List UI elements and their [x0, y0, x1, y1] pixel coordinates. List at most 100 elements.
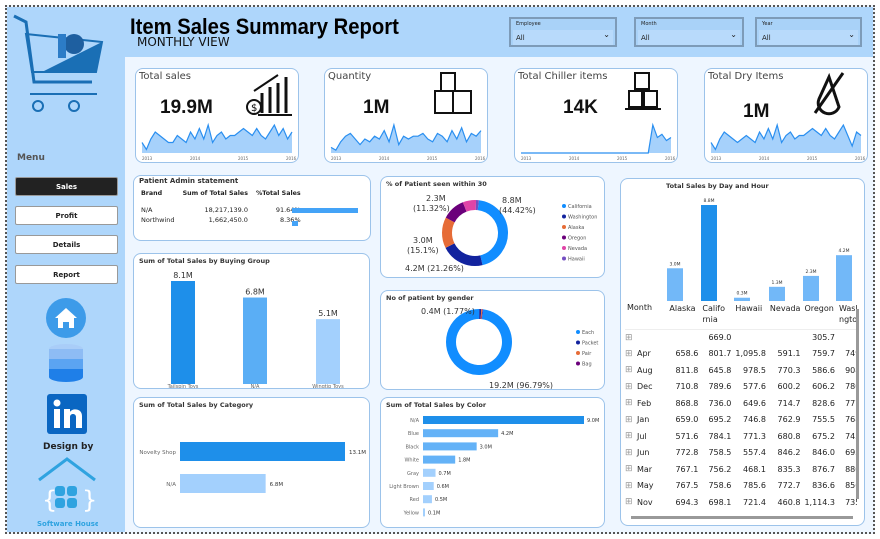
bar — [734, 297, 750, 301]
card-title: No of patient by gender — [386, 294, 474, 302]
axis-tick: 2016 — [855, 156, 866, 161]
sparkline-line — [330, 122, 482, 152]
value-cell: 828.6 — [812, 398, 835, 408]
expand-icon[interactable]: ⊞ — [625, 398, 633, 409]
patient-admin-card: Patient Admin statement Brand Sum of Tota… — [133, 175, 371, 241]
menu-details-button[interactable]: Details — [15, 235, 118, 254]
chevron-down-icon[interactable]: ⌄ — [730, 30, 737, 39]
expand-icon[interactable]: ⊞ — [625, 365, 633, 376]
data-label: 2.3M — [426, 194, 446, 203]
state-column-header: Washi ngton — [839, 304, 857, 324]
menu-profit-button[interactable]: Profit — [15, 206, 118, 225]
category-label: Light Brown — [389, 484, 419, 490]
sparkline-chart: 2013 2014 2015 2016 — [521, 122, 676, 161]
database-icon[interactable] — [48, 343, 84, 385]
bar — [423, 495, 432, 504]
value-cell: 785.6 — [743, 481, 766, 491]
horizontal-scrollbar[interactable] — [631, 516, 853, 519]
chevron-down-icon[interactable]: ⌄ — [603, 30, 610, 39]
expand-icon[interactable]: ⊞ — [625, 431, 633, 442]
value-cell: 693.1 — [845, 448, 857, 458]
value-cell: 1,095.8 — [735, 349, 766, 359]
employee-filter[interactable]: Employee All ⌄ — [509, 17, 617, 47]
bar — [180, 442, 345, 461]
category-label: N/A — [166, 482, 176, 488]
expand-icon[interactable]: ⊞ — [625, 381, 633, 392]
pct-cell: 91.64% — [275, 206, 301, 214]
expand-icon[interactable]: ⊞ — [625, 348, 633, 359]
filter-value[interactable]: All — [513, 30, 613, 45]
bar — [423, 508, 425, 517]
data-label: 9.0M — [587, 418, 599, 424]
linkedin-icon[interactable] — [47, 394, 87, 434]
axis-tick: 2014 — [379, 156, 390, 161]
kpi-card-3: Total Dry Items 1M 2013 2014 2015 2016 — [704, 68, 868, 163]
axis-tick: 2016 — [665, 156, 676, 161]
pct-data-bar — [292, 208, 358, 213]
bar — [423, 455, 456, 464]
axis-tick: 2015 — [807, 156, 818, 161]
donut-slice — [445, 202, 467, 223]
sparkline-chart: 2013 2014 2015 2016 — [330, 122, 486, 161]
data-label: 0.5M — [435, 497, 447, 503]
value-cell: 698.1 — [708, 497, 732, 507]
value-cell: 978.5 — [743, 365, 766, 375]
value-cell: 755.5 — [812, 415, 835, 425]
data-label: 4.2M — [838, 248, 849, 254]
expand-icon[interactable]: ⊞ — [625, 497, 633, 508]
expand-icon[interactable]: ⊞ — [625, 447, 633, 458]
value-cell: 305.7 — [812, 333, 835, 342]
state-column-header: Hawaii — [735, 304, 763, 313]
data-label: 0.3M — [736, 291, 747, 297]
menu-report-button[interactable]: Report — [15, 265, 118, 284]
filter-value[interactable]: All — [638, 30, 740, 45]
donut-slice — [446, 309, 512, 375]
kpi-title: Total sales — [139, 71, 192, 82]
year-filter[interactable]: Year All ⌄ — [755, 17, 862, 47]
table-row: ⊞ 669.0 305.7 — [625, 329, 857, 346]
table-row: ⊞ Aug 811.8 645.8 978.5 770.3 586.6 908.0 — [625, 362, 857, 379]
vertical-scrollbar[interactable] — [856, 309, 859, 499]
month-cell: Dec — [637, 382, 653, 392]
chevron-down-icon[interactable]: ⌄ — [848, 30, 855, 39]
data-label: 1.8M — [458, 458, 470, 464]
filter-label: Month — [641, 21, 657, 27]
expand-icon[interactable]: ⊞ — [625, 414, 633, 425]
expand-icon[interactable]: ⊞ — [625, 464, 633, 475]
value-cell: 780.1 — [845, 382, 857, 392]
value-cell: 758.6 — [708, 481, 732, 491]
month-header: Month — [627, 303, 653, 312]
filter-label: Employee — [516, 21, 541, 27]
legend-item: Hawaii — [568, 257, 585, 263]
software-house-logo-icon: {} Software House — [37, 457, 98, 528]
bar — [423, 442, 477, 451]
value-cell: 771.3 — [743, 431, 766, 441]
value-cell: 876.7 — [812, 464, 835, 474]
value-cell: 846.2 — [777, 448, 801, 458]
column-header: Sum of Total Sales — [182, 190, 248, 197]
home-icon[interactable] — [45, 297, 87, 339]
axis-tick: 2016 — [475, 156, 486, 161]
filter-value[interactable]: All — [759, 30, 858, 45]
matrix-table: Month Alaska Califo rnia Hawaii Nevada Oregon… — [625, 303, 857, 511]
buying-group-chart: 8.1M Tailspin Toys 6.8M N/A 5.1M Wingtip Toys — [167, 271, 345, 388]
donut-slice — [445, 243, 483, 266]
expand-icon[interactable]: ⊞ — [625, 332, 633, 343]
data-label: 8.8M — [502, 196, 522, 205]
value-cell — [667, 329, 700, 346]
category-label: Red — [410, 497, 420, 503]
axis-tick: 2014 — [569, 156, 580, 161]
expand-icon[interactable]: ⊞ — [625, 480, 633, 491]
legend-marker — [576, 361, 580, 366]
card-title: Sum of Total Sales by Category — [139, 401, 254, 409]
value-cell: 606.2 — [812, 382, 835, 392]
table-row: Northwind 1,662,450.0 8.36% — [137, 215, 305, 225]
value-cell: 649.6 — [743, 398, 766, 408]
legend-item: Alaska — [568, 225, 584, 231]
menu-sales-button[interactable]: Sales — [15, 177, 118, 196]
legend-marker — [576, 330, 580, 334]
value-cell: 557.4 — [743, 448, 766, 458]
month-filter[interactable]: Month All ⌄ — [634, 17, 744, 47]
value-cell: 675.2 — [812, 431, 835, 441]
design-by-label: Design by — [43, 442, 94, 452]
